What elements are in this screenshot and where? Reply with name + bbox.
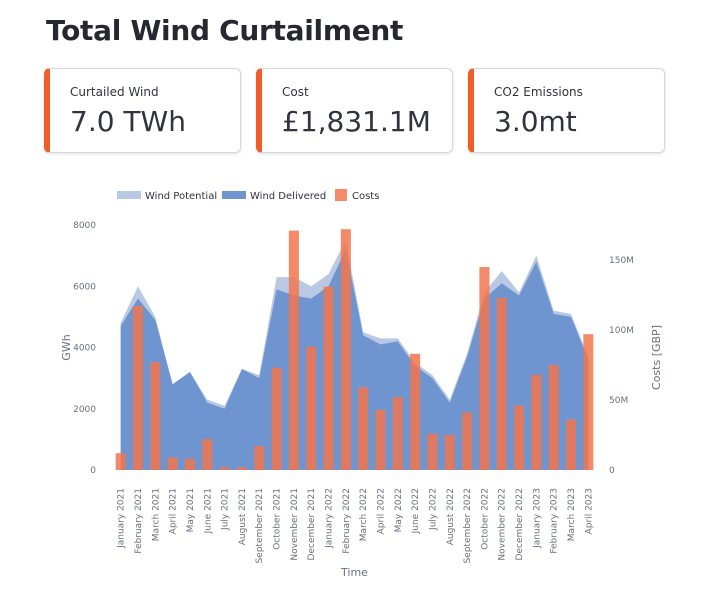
y2-tick-label: 50M <box>609 396 628 406</box>
cost-bar <box>340 229 351 470</box>
cost-bar <box>271 367 282 470</box>
x-tick-label: March 2023 <box>567 488 577 541</box>
cost-bar <box>375 409 386 470</box>
x-tick-label: May 2021 <box>186 488 196 532</box>
x-tick-label: April 2022 <box>376 488 386 534</box>
cost-bars-group <box>115 229 594 470</box>
cost-bar <box>410 353 421 470</box>
y-axis-title: GWh <box>60 334 73 360</box>
cost-bar <box>531 374 542 470</box>
x-tick-label: January 2021 <box>117 488 127 549</box>
y-tick-label: 4000 <box>73 344 96 354</box>
x-tick-label: February 2023 <box>550 488 560 554</box>
x-tick-label: October 2021 <box>273 488 283 550</box>
legend-item: Wind Delivered <box>222 191 326 202</box>
cost-bar <box>323 286 334 470</box>
cost-bar <box>202 439 213 470</box>
cost-bar <box>392 397 403 470</box>
cost-bar <box>150 362 161 470</box>
legend-swatch <box>117 191 141 199</box>
cost-bar <box>306 346 317 470</box>
y-tick-label: 2000 <box>73 405 96 415</box>
x-tick-label: April 2021 <box>169 488 179 534</box>
y-tick-label: 8000 <box>73 221 96 231</box>
legend-swatch <box>335 189 347 201</box>
x-tick-label: January 2023 <box>532 488 542 549</box>
x-tick-label: November 2021 <box>290 488 300 561</box>
y-tick-label: 6000 <box>73 282 96 292</box>
x-tick-label: July 2022 <box>428 488 438 531</box>
cost-bar <box>496 297 507 470</box>
legend-label: Wind Potential <box>145 191 217 202</box>
cost-bar <box>132 306 144 470</box>
x-tick-label: January 2022 <box>325 488 335 549</box>
metric-label: CO2 Emissions <box>494 85 583 99</box>
cost-bar <box>184 458 195 470</box>
legend-label: Costs <box>352 191 379 202</box>
y2-tick-label: 0 <box>609 466 615 476</box>
x-tick-label: December 2022 <box>515 488 525 560</box>
x-tick-label: February 2022 <box>342 488 352 554</box>
cost-bar <box>548 365 559 470</box>
metric-card-curtailed-wind: Curtailed Wind 7.0 TWh <box>44 68 241 153</box>
y-tick-label: 0 <box>90 466 96 476</box>
cost-bar <box>254 446 265 470</box>
x-tick-label: February 2021 <box>134 488 144 554</box>
metric-label: Curtailed Wind <box>70 85 159 99</box>
x-tick-label: June 2021 <box>203 488 213 534</box>
x-tick-label: November 2022 <box>498 488 508 561</box>
legend-swatch <box>222 191 246 199</box>
cost-bar <box>358 387 369 470</box>
cost-bar <box>236 467 247 470</box>
x-tick-label: July 2021 <box>221 488 231 531</box>
metric-value: 3.0mt <box>494 105 577 138</box>
x-tick-label: April 2023 <box>584 488 594 534</box>
cost-bar <box>514 405 525 470</box>
y2-tick-label: 100M <box>609 326 634 336</box>
x-tick-label: June 2022 <box>411 488 421 534</box>
cost-bar <box>115 453 126 470</box>
cost-bar <box>167 457 178 470</box>
cost-bar <box>427 433 438 470</box>
x-tick-label: September 2021 <box>255 488 265 564</box>
metric-value: 7.0 TWh <box>70 105 186 138</box>
cost-bar <box>479 267 490 470</box>
x-tick-label: August 2021 <box>238 488 248 545</box>
chart-legend: Wind Potential Wind Delivered Costs <box>117 189 379 202</box>
cost-bar <box>288 230 299 470</box>
x-tick-label: September 2022 <box>463 488 473 564</box>
x-tick-label: October 2022 <box>480 488 490 550</box>
legend-item: Wind Potential <box>117 191 217 202</box>
metric-value: £1,831.1M <box>282 105 431 138</box>
page-title: Total Wind Curtailment <box>46 14 404 47</box>
cost-bar <box>565 419 577 470</box>
cost-bar <box>444 435 455 470</box>
y2-axis-title: Costs [GBP] <box>650 325 663 390</box>
metric-card-cost: Cost £1,831.1M <box>256 68 453 153</box>
x-tick-label: March 2022 <box>359 488 369 541</box>
legend-label: Wind Delivered <box>250 191 326 202</box>
cost-bar <box>219 467 230 470</box>
metric-label: Cost <box>282 85 309 99</box>
x-tick-label: August 2022 <box>446 488 456 545</box>
x-tick-label: December 2021 <box>307 488 317 560</box>
wind-curtailment-chart[interactable]: 0 2000 4000 6000 8000 0 50M 100M 150M January 202… <box>0 170 705 610</box>
metric-card-co2-emissions: CO2 Emissions 3.0mt <box>468 68 665 153</box>
cost-bar <box>462 412 473 470</box>
cost-bar <box>583 334 594 470</box>
x-axis-title: Time <box>340 566 368 579</box>
x-tick-label: March 2021 <box>151 488 161 541</box>
x-tick-label: May 2022 <box>394 488 404 532</box>
y2-tick-label: 150M <box>609 256 634 266</box>
legend-item: Costs <box>335 189 379 202</box>
